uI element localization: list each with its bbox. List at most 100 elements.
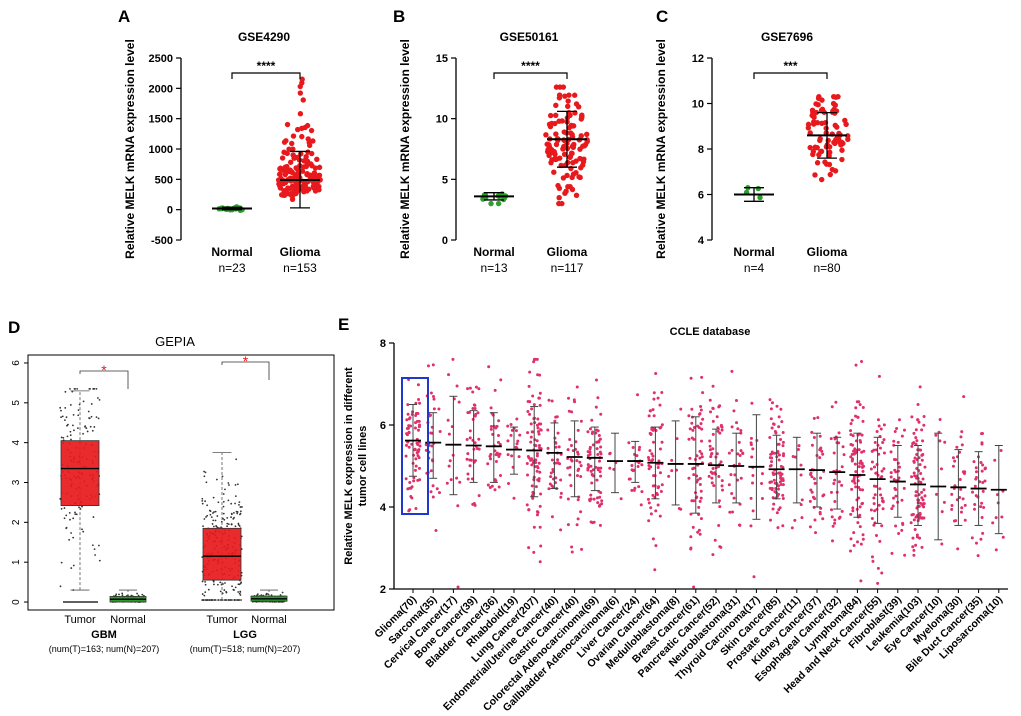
data-point	[911, 442, 915, 446]
data-point	[570, 144, 577, 150]
data-point	[717, 523, 721, 527]
y-tick-label: 15	[436, 53, 448, 65]
data-point	[596, 396, 600, 400]
jitter-point	[206, 504, 209, 507]
data-point	[493, 488, 497, 492]
jitter-point	[279, 594, 282, 596]
jitter-point	[227, 499, 230, 502]
data-point	[775, 511, 779, 515]
data-point	[981, 489, 985, 493]
data-point	[852, 479, 856, 483]
data-point	[857, 465, 861, 469]
data-point	[499, 474, 503, 478]
data-point	[973, 484, 977, 488]
data-point	[923, 494, 927, 498]
y-tick-label: 2	[11, 519, 22, 525]
jitter-point	[94, 554, 97, 556]
data-point	[771, 471, 775, 475]
data-point	[900, 434, 904, 438]
data-point	[881, 499, 885, 503]
data-point	[570, 550, 574, 554]
data-point	[881, 507, 885, 511]
count-label: n=80	[813, 261, 840, 275]
data-point	[594, 405, 598, 409]
data-point	[734, 399, 738, 403]
data-point	[569, 123, 575, 129]
data-point	[733, 473, 737, 477]
data-point	[709, 410, 713, 414]
jitter-point	[69, 518, 71, 521]
data-point	[515, 442, 519, 446]
data-point	[895, 426, 899, 430]
jitter-point	[281, 591, 284, 594]
data-point	[877, 424, 881, 428]
data-point	[591, 468, 595, 472]
data-point	[538, 470, 542, 474]
jitter-point	[239, 594, 242, 596]
data-point	[922, 505, 926, 509]
data-point	[303, 154, 309, 160]
data-point	[861, 469, 865, 473]
jitter-point	[59, 406, 62, 409]
data-point	[412, 479, 416, 483]
chart-title: GSE4290	[238, 30, 290, 44]
data-point	[635, 454, 639, 458]
jitter-point	[226, 516, 229, 519]
data-point	[287, 159, 294, 165]
data-point	[576, 517, 580, 521]
data-point	[555, 415, 559, 419]
box	[60, 440, 100, 507]
data-point	[815, 102, 821, 108]
data-point	[736, 478, 740, 482]
data-point	[697, 512, 701, 516]
jitter-point	[65, 526, 68, 529]
data-point	[875, 534, 879, 538]
data-point	[875, 429, 879, 433]
data-point	[859, 542, 863, 546]
data-point	[873, 441, 877, 445]
data-point	[556, 95, 563, 101]
data-point	[435, 487, 439, 491]
data-point	[872, 465, 876, 469]
data-point	[570, 171, 577, 177]
data-point	[549, 475, 553, 479]
data-point	[591, 443, 595, 447]
data-point	[860, 360, 864, 364]
data-point	[707, 474, 711, 478]
data-point	[575, 523, 579, 527]
jitter-point	[225, 591, 228, 594]
significance-label: ***	[783, 59, 797, 73]
data-point	[790, 526, 794, 530]
jitter-point	[72, 564, 75, 567]
data-point	[776, 450, 780, 454]
data-point	[649, 506, 653, 510]
data-point	[692, 466, 696, 470]
data-point	[538, 525, 542, 529]
data-point	[569, 186, 576, 193]
data-point	[953, 459, 957, 463]
data-point	[717, 475, 721, 479]
data-point	[538, 560, 542, 564]
significance-label: *	[243, 353, 249, 369]
data-point	[416, 412, 420, 416]
data-point	[810, 430, 814, 434]
data-point	[494, 459, 498, 463]
data-point	[830, 515, 834, 519]
data-point	[299, 168, 306, 174]
data-point	[579, 419, 583, 423]
data-point	[996, 493, 1000, 497]
data-point	[808, 525, 812, 529]
jitter-point	[115, 593, 118, 596]
jitter-point	[237, 599, 240, 601]
panel-letter: D	[8, 318, 20, 337]
data-point	[649, 432, 653, 436]
data-point	[526, 410, 530, 414]
data-point	[561, 151, 568, 158]
jitter-point	[232, 518, 235, 520]
data-point	[526, 431, 530, 435]
data-point	[477, 447, 481, 451]
jitter-point	[226, 525, 229, 528]
data-point	[819, 506, 823, 510]
chart-title: CCLE database	[670, 326, 751, 338]
data-point	[810, 475, 814, 479]
